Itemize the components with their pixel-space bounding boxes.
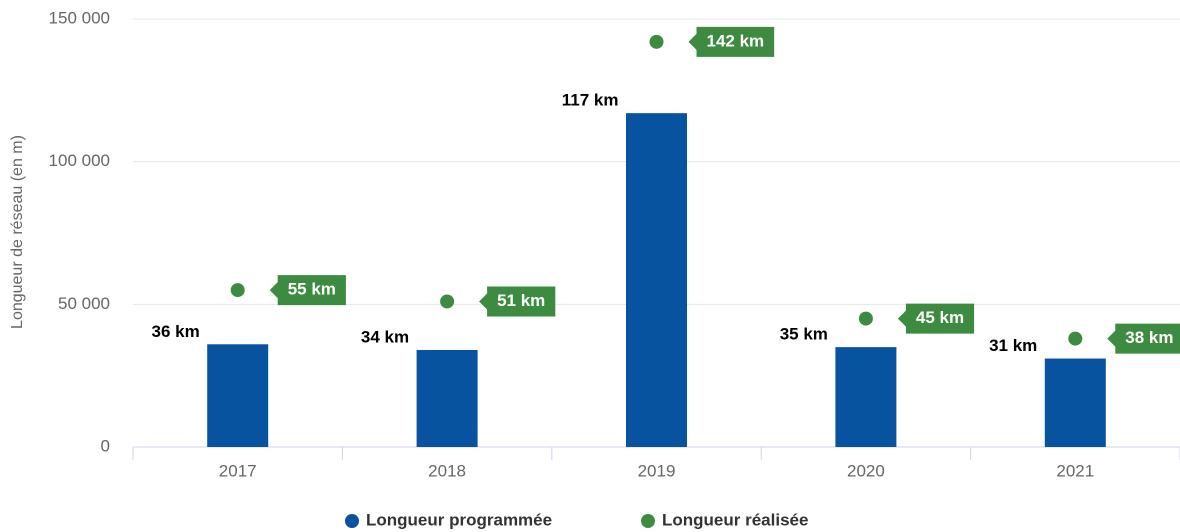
data-label-box	[688, 26, 775, 57]
x-tick-label: 2020	[847, 461, 885, 480]
point	[230, 283, 245, 298]
y-tick-label: 0	[101, 436, 110, 455]
data-label: 117 km	[562, 91, 619, 110]
x-tick-label: 2017	[219, 461, 257, 480]
point	[858, 311, 873, 326]
legend-marker	[641, 514, 655, 528]
point	[649, 34, 664, 49]
data-label-box	[897, 303, 975, 334]
x-tick-label: 2021	[1056, 461, 1094, 480]
data-label: 31 km	[989, 336, 1037, 355]
bar	[1044, 358, 1106, 447]
y-tick-label: 100 000	[49, 151, 110, 170]
point	[1068, 331, 1083, 346]
bar	[835, 347, 897, 447]
x-tick-label: 2018	[428, 461, 466, 480]
data-label: 34 km	[361, 327, 409, 346]
point	[440, 294, 455, 309]
legend-marker	[345, 514, 359, 528]
x-tick-label: 2019	[638, 461, 676, 480]
y-tick-label: 50 000	[58, 294, 110, 313]
data-label-box	[1107, 323, 1180, 354]
data-label: 51 km	[497, 291, 545, 310]
data-label: 45 km	[916, 308, 964, 327]
y-axis-title: Longueur de réseau (en m)	[9, 135, 26, 329]
legend-label: Longueur réalisée	[662, 510, 808, 529]
bar	[207, 344, 269, 447]
data-label: 55 km	[288, 280, 336, 299]
legend-label: Longueur programmée	[366, 510, 552, 529]
y-tick-label: 150 000	[49, 8, 110, 27]
bar	[416, 349, 478, 447]
bar	[626, 113, 687, 447]
data-label: 142 km	[707, 31, 765, 50]
data-label-box	[269, 275, 346, 306]
data-label-box	[479, 286, 556, 317]
data-label: 38 km	[1125, 328, 1173, 347]
data-label: 35 km	[780, 325, 828, 344]
data-label: 36 km	[151, 322, 199, 341]
